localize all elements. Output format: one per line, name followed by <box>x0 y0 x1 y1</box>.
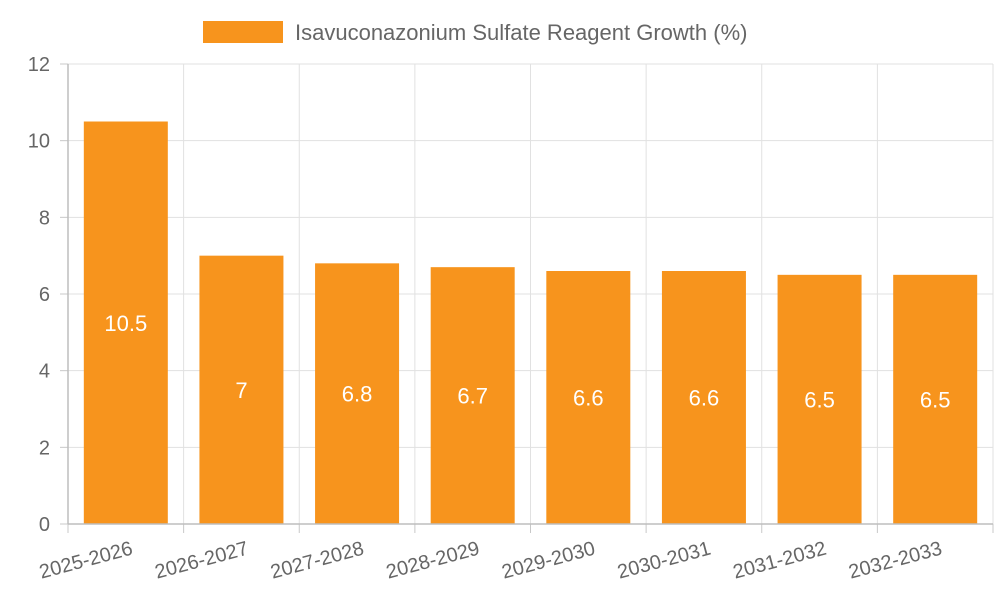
bar[interactable] <box>777 274 862 524</box>
bar-value-label: 6.8 <box>342 382 373 407</box>
legend-label[interactable]: Isavuconazonium Sulfate Reagent Growth (… <box>295 20 747 45</box>
x-tick-label: 2026-2027 <box>153 538 251 584</box>
data-labels: 10.5 7 6.8 6.7 6.6 6.6 6.5 6.5 <box>104 311 950 413</box>
bar-value-label: 7 <box>235 378 247 403</box>
bar[interactable] <box>430 267 515 524</box>
bar[interactable] <box>893 274 978 524</box>
y-tick-label: 12 <box>28 54 50 76</box>
bar-value-label: 6.5 <box>804 387 835 412</box>
x-tick-label: 2030-2031 <box>615 538 713 584</box>
legend-swatch[interactable] <box>203 21 283 43</box>
bar[interactable] <box>315 263 400 524</box>
bar-value-label: 6.6 <box>573 386 604 411</box>
bars <box>83 121 978 525</box>
y-tick-label: 6 <box>39 284 50 306</box>
x-tick-label: 2027-2028 <box>268 538 366 584</box>
bar[interactable] <box>661 271 746 524</box>
x-tick-label: 2025-2026 <box>37 538 135 584</box>
y-tick-label: 0 <box>39 514 50 536</box>
bar[interactable] <box>199 255 284 524</box>
bar[interactable] <box>546 271 631 524</box>
x-tick-label: 2028-2029 <box>384 538 482 584</box>
bar-value-label: 10.5 <box>104 311 147 336</box>
x-tick-label: 2032-2033 <box>846 538 944 584</box>
bar-value-label: 6.5 <box>920 387 951 412</box>
y-tick-label: 8 <box>39 207 50 229</box>
legend[interactable]: Isavuconazonium Sulfate Reagent Growth (… <box>203 20 747 45</box>
bar-value-label: 6.6 <box>689 386 720 411</box>
x-tick-label: 2029-2030 <box>500 538 598 584</box>
bar[interactable] <box>83 121 168 525</box>
bar-value-label: 6.7 <box>457 384 488 409</box>
y-tick-label: 4 <box>39 361 50 383</box>
x-tick-label: 2031-2032 <box>731 538 829 584</box>
y-tick-label: 10 <box>28 131 50 153</box>
y-tick-label: 2 <box>39 437 50 459</box>
